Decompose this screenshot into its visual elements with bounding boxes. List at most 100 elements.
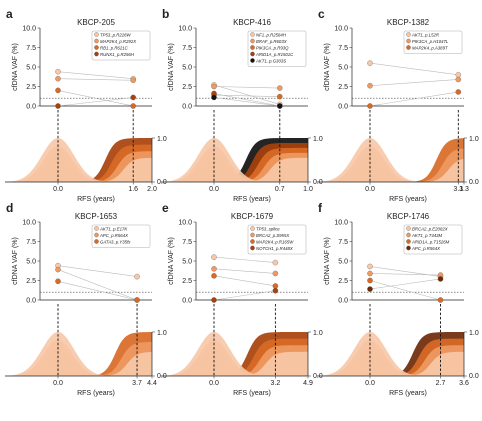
legend-label: NF1_p.R2584H xyxy=(256,32,287,37)
data-point xyxy=(272,283,279,289)
x-tick-label: 0.0 xyxy=(365,186,375,193)
y-tick-label: 0.0 xyxy=(338,298,348,305)
legend-swatch xyxy=(406,32,411,37)
series-line xyxy=(213,268,276,274)
density-area xyxy=(161,138,308,182)
data-point xyxy=(367,286,373,292)
legend-swatch xyxy=(94,45,99,50)
data-point xyxy=(367,82,373,89)
series-line xyxy=(213,93,280,107)
series-line xyxy=(369,273,441,276)
panel-title: KBCP-1746 xyxy=(387,212,430,221)
data-point xyxy=(55,278,61,285)
legend-swatch xyxy=(250,38,255,44)
density-area xyxy=(317,138,464,182)
legend-swatch xyxy=(94,226,99,231)
data-point xyxy=(367,270,373,277)
x-tick-label: 3.7 xyxy=(132,380,142,387)
legend-label: MAP2K4_p.R165W xyxy=(256,239,294,244)
y-tick-label: 7.5 xyxy=(26,239,36,246)
data-point xyxy=(211,297,217,303)
data-point xyxy=(211,83,217,90)
panel-letter: b xyxy=(162,7,169,21)
legend-label: RB1_p.R621C xyxy=(100,45,129,50)
legend-label: RUNX1_p.R256H xyxy=(100,52,135,57)
series-line xyxy=(213,256,276,263)
y-tick-label: 2.5 xyxy=(182,278,192,285)
x-tick-label: 0.0 xyxy=(53,186,63,193)
series-line xyxy=(57,97,134,107)
legend-label: PIK3CA_p.H1047L xyxy=(412,39,449,44)
data-point xyxy=(55,103,61,109)
x-tick-label: 3.3 xyxy=(459,186,469,193)
legend-label: NOTCH1_p.R448X xyxy=(256,246,293,251)
y-tick-label: 0.0 xyxy=(26,104,36,111)
legend-swatch xyxy=(406,239,411,244)
series-line xyxy=(369,280,441,301)
legend-label: TP53_p.R228W xyxy=(100,32,132,37)
right-tick-label: 0.0 xyxy=(313,373,323,380)
data-point xyxy=(277,103,283,109)
legend-box xyxy=(247,30,307,67)
x-tick-label: 0.0 xyxy=(209,186,219,193)
panel-title: KBCP-205 xyxy=(77,18,115,27)
series-line xyxy=(213,290,276,301)
panel-e: e KBCP-1679 0.0 2.5 5.0 7.5 10.0 cfDNA VAF (%) T… xyxy=(161,201,323,397)
y-tick-label: 10.0 xyxy=(334,220,348,227)
x-tick-label: 0.7 xyxy=(275,186,285,193)
legend-swatch xyxy=(250,239,255,244)
data-point xyxy=(437,297,444,303)
right-tick-label: 1.0 xyxy=(157,330,167,337)
series-line xyxy=(57,269,138,301)
right-tick-label: 1.0 xyxy=(157,136,167,143)
series-line xyxy=(369,91,459,107)
right-tick-label: 0.0 xyxy=(469,179,479,186)
data-point xyxy=(277,85,283,91)
y-tick-label: 10.0 xyxy=(22,26,36,33)
panel-c: c KBCP-1382 0.0 2.5 5.0 7.5 10.0 cfDNA VAF (%) A… xyxy=(317,7,479,203)
right-tick-label: 0.0 xyxy=(313,179,323,186)
legend-swatch xyxy=(94,32,99,37)
x-axis-label: RFS (years) xyxy=(77,196,115,203)
series-line xyxy=(369,62,459,76)
panel-title: KBCP-416 xyxy=(233,18,271,27)
y-tick-label: 5.0 xyxy=(338,259,348,266)
data-point xyxy=(134,273,140,280)
legend-label: AKT1_p.G303S xyxy=(255,58,286,63)
y-tick-label: 7.5 xyxy=(338,45,348,52)
y-axis-label: cfDNA VAF (%) xyxy=(168,43,175,91)
x-tick-label: 4.9 xyxy=(303,380,313,387)
x-tick-label: 3.2 xyxy=(271,380,281,387)
y-tick-label: 10.0 xyxy=(178,26,192,33)
legend-swatch xyxy=(250,45,255,50)
panel-a: a KBCP-205 0.0 2.5 5.0 7.5 10.0 cfDNA VAF (%) TP… xyxy=(5,7,167,203)
legend-box xyxy=(91,30,151,61)
panel-letter: d xyxy=(6,201,13,215)
x-tick-label: 0.0 xyxy=(209,380,219,387)
legend-label: APC_p.R564X xyxy=(99,233,128,238)
series-line xyxy=(57,90,134,107)
y-axis-label: cfDNA VAF (%) xyxy=(168,237,175,285)
series-line xyxy=(213,86,280,89)
legend-swatch xyxy=(250,58,255,63)
density-area xyxy=(317,332,464,376)
panel-d: d KBCP-1653 0.0 2.5 5.0 7.5 10.0 cfDNA VAF (%) A… xyxy=(5,201,167,397)
data-point xyxy=(211,94,217,101)
right-tick-label: 1.0 xyxy=(469,136,479,143)
y-tick-label: 2.5 xyxy=(182,84,192,91)
y-tick-label: 0.0 xyxy=(338,104,348,111)
legend-label: BRCA2_p.E2082X xyxy=(412,226,448,231)
data-point xyxy=(367,60,373,66)
data-point xyxy=(130,77,136,84)
y-tick-label: 0.0 xyxy=(26,298,36,305)
data-point xyxy=(277,93,283,100)
panel-title: KBCP-1653 xyxy=(75,212,118,221)
panel-title: KBCP-1679 xyxy=(231,212,274,221)
data-point xyxy=(55,87,61,94)
y-tick-label: 7.5 xyxy=(26,45,36,52)
density-area xyxy=(5,138,152,182)
y-tick-label: 2.5 xyxy=(338,278,348,285)
series-line xyxy=(369,278,441,290)
x-axis-label: RFS (years) xyxy=(389,390,427,397)
right-tick-label: 1.0 xyxy=(313,330,323,337)
